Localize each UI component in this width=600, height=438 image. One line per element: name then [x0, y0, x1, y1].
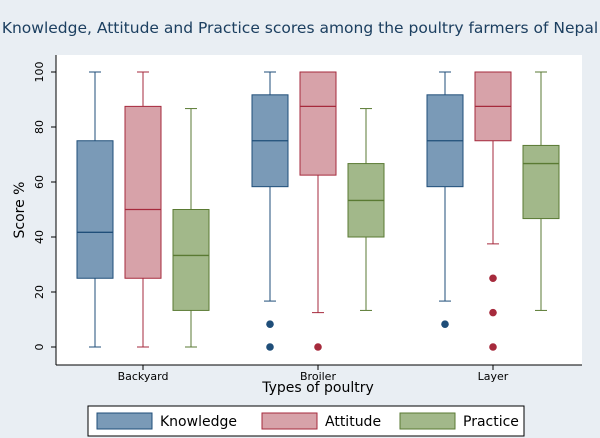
- legend-label-practice: Practice: [463, 414, 519, 430]
- y-tick-label: 0: [33, 344, 46, 351]
- box-practice-broiler: [347, 108, 385, 311]
- outlier-point: [266, 320, 274, 328]
- y-axis: 0 20 40 60 80 100: [33, 55, 57, 365]
- box-attitude-backyard: [124, 71, 162, 348]
- outlier-point: [489, 343, 497, 351]
- legend-swatch-attitude: [261, 412, 318, 430]
- y-tick-label: 20: [33, 285, 46, 299]
- x-axis: Backyard Broiler Layer: [56, 364, 582, 383]
- box: [522, 144, 560, 220]
- x-axis-label: Types of poultry: [261, 380, 374, 396]
- x-tick-label: Layer: [478, 370, 509, 383]
- legend-label-knowledge: Knowledge: [160, 414, 237, 430]
- y-tick-label: 40: [33, 230, 46, 244]
- box: [124, 105, 162, 279]
- x-tick-label: Backyard: [118, 370, 169, 383]
- legend: Knowledge Attitude Practice: [87, 405, 525, 437]
- legend-swatch-practice: [399, 412, 456, 430]
- box: [172, 209, 210, 311]
- box-knowledge-backyard: [76, 71, 114, 348]
- box-knowledge-layer: [426, 71, 464, 328]
- outlier-point: [266, 343, 274, 351]
- outlier-point: [314, 343, 322, 351]
- outlier-point: [489, 308, 497, 317]
- box-attitude-broiler: [299, 71, 337, 351]
- y-tick-label: 100: [33, 62, 46, 83]
- box-practice-backyard: [172, 108, 210, 348]
- outlier-point: [489, 274, 497, 283]
- y-axis-label: Score %: [12, 182, 28, 239]
- y-tick-label: 80: [33, 120, 46, 134]
- y-tick-label: 60: [33, 175, 46, 189]
- legend-swatch-knowledge: [96, 412, 153, 430]
- outlier-point: [441, 320, 449, 328]
- box: [76, 140, 114, 279]
- box-knowledge-broiler: [251, 71, 289, 351]
- box-practice-layer: [522, 71, 560, 311]
- box-attitude-layer: [474, 71, 512, 351]
- chart-title: Knowledge, Attitude and Practice scores …: [2, 19, 598, 37]
- box-plots: [76, 71, 560, 351]
- x-tick-label: Broiler: [300, 370, 336, 383]
- box: [299, 71, 337, 176]
- legend-label-attitude: Attitude: [325, 414, 381, 430]
